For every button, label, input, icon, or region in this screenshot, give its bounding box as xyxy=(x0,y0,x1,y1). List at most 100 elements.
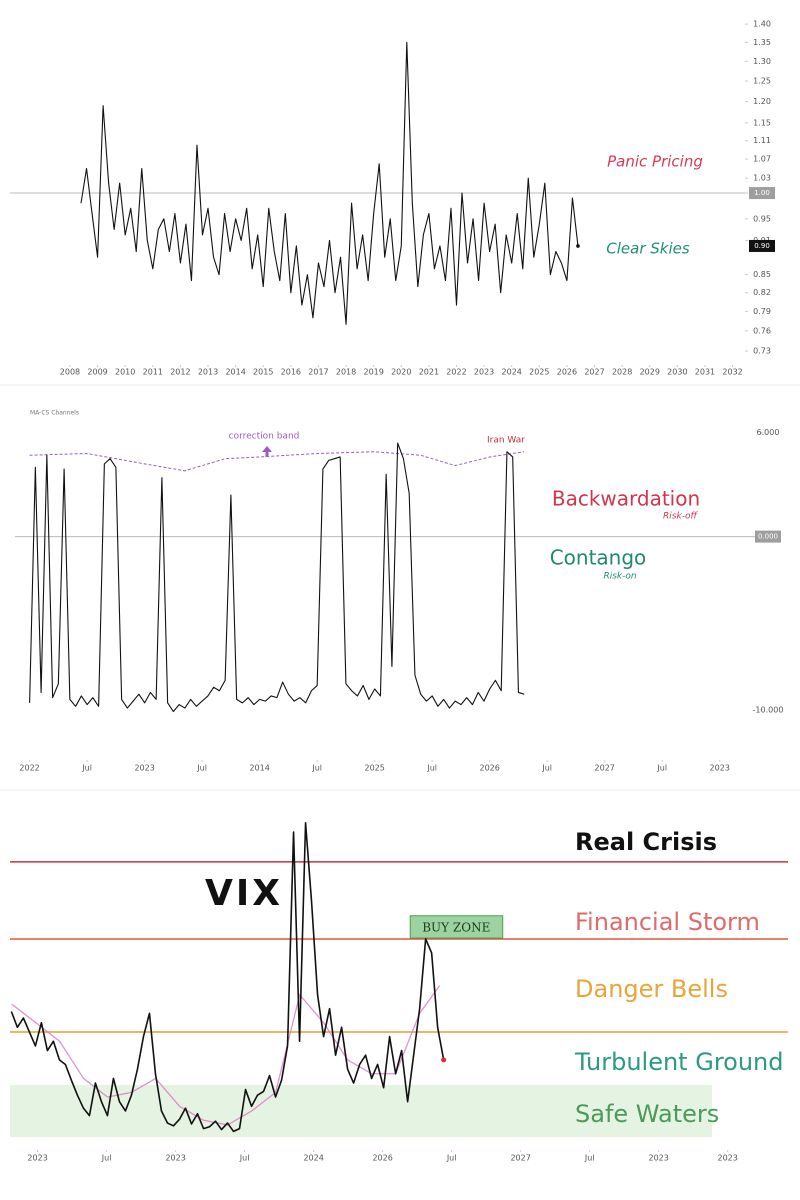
x-tick-label: 2028 xyxy=(612,368,632,377)
x-tick-label: 2023 xyxy=(27,1154,47,1163)
x-tick-label: 2022 xyxy=(446,368,466,377)
annotation: Risk-off xyxy=(663,512,698,522)
x-tick-label: 2023 xyxy=(718,1154,738,1163)
x-tick-label: 2027 xyxy=(510,1154,530,1163)
x-tick-label: Jul xyxy=(426,764,437,773)
y-tick-label: 0.76 xyxy=(753,326,771,335)
x-tick-label: 2017 xyxy=(308,368,328,377)
annotation: Iran War xyxy=(487,436,525,446)
x-tick-label: Jul xyxy=(446,1154,457,1163)
x-tick-label: 2016 xyxy=(281,368,301,377)
subtitle: MA-CS Channels xyxy=(30,410,79,417)
reference-label: 0.000 xyxy=(758,533,778,541)
annotation: Backwardation xyxy=(552,487,700,511)
x-tick-label: 2011 xyxy=(143,368,163,377)
x-tick-label: Jul xyxy=(311,764,322,773)
y-tick-label: 1.40 xyxy=(753,20,771,29)
last-value-badge xyxy=(749,239,775,252)
x-tick-label: Jul xyxy=(81,764,92,773)
buy-zone xyxy=(409,915,504,939)
moving-average xyxy=(11,985,441,1126)
correction-band xyxy=(29,451,525,472)
annotation-arrow xyxy=(262,446,272,457)
x-tick-label: 2021 xyxy=(419,368,439,377)
reference-badge xyxy=(749,187,775,200)
x-tick-label: 2027 xyxy=(584,368,604,377)
x-tick-label: Jul xyxy=(656,764,667,773)
x-tick-label: Jul xyxy=(196,764,207,773)
reference-label: 1.00 xyxy=(754,189,770,197)
x-tick-label: 2031 xyxy=(695,368,715,377)
y-tick-label: 0.95 xyxy=(753,214,771,223)
x-tick-label: 2023 xyxy=(474,368,494,377)
x-tick-label: 2008 xyxy=(60,368,80,377)
x-tick-label: 2026 xyxy=(557,368,577,377)
y-tick-label: -10.000 xyxy=(753,705,784,714)
annotation: Risk-on xyxy=(603,572,636,582)
y-tick-label: 1.35 xyxy=(753,38,771,47)
data-line xyxy=(29,442,525,713)
buy-zone-label: BUY ZONE xyxy=(422,920,490,934)
x-tick-label: Jul xyxy=(541,764,552,773)
last-point xyxy=(441,1057,447,1063)
x-tick-label: 2022 xyxy=(19,764,39,773)
y-tick-label: 0.85 xyxy=(753,270,771,279)
zone-label: Turbulent Ground xyxy=(574,1048,784,1076)
last-point xyxy=(576,244,580,248)
zone-label: Real Crisis xyxy=(575,828,717,856)
y-tick-label: 0.73 xyxy=(753,347,771,356)
x-tick-label: 2024 xyxy=(303,1154,323,1163)
x-tick-label: 2025 xyxy=(364,764,384,773)
y-tick-label: 0.79 xyxy=(753,307,771,316)
x-tick-label: 2023 xyxy=(134,764,154,773)
x-tick-label: Jul xyxy=(584,1154,595,1163)
x-tick-label: 2027 xyxy=(595,764,615,773)
x-tick-label: 2010 xyxy=(115,368,135,377)
x-tick-label: 2009 xyxy=(87,368,107,377)
x-tick-label: 2025 xyxy=(529,368,549,377)
y-tick-label: 1.07 xyxy=(753,155,771,164)
reference-badge xyxy=(755,530,781,543)
annotation: Contango xyxy=(550,546,647,570)
y-tick-label: 1.15 xyxy=(753,118,771,127)
data-line xyxy=(10,821,445,1133)
y-tick-label: 0.82 xyxy=(753,288,771,297)
x-tick-label: 2032 xyxy=(722,368,742,377)
last-value-label: 0.90 xyxy=(754,242,770,250)
y-tick-label: 1.11 xyxy=(753,136,771,145)
x-tick-label: 2024 xyxy=(502,368,522,377)
zone-label: Danger Bells xyxy=(575,975,728,1003)
x-tick-label: 2018 xyxy=(336,368,356,377)
x-tick-label: 2012 xyxy=(170,368,190,377)
annotation: Panic Pricing xyxy=(607,153,703,171)
x-tick-label: 2026 xyxy=(480,764,500,773)
data-line xyxy=(80,41,579,325)
annotation: Clear Skies xyxy=(606,240,690,258)
x-tick-label: 2023 xyxy=(710,764,730,773)
x-tick-label: 2019 xyxy=(363,368,383,377)
x-tick-label: 2023 xyxy=(648,1154,668,1163)
x-tick-label: 2015 xyxy=(253,368,273,377)
chart-title: VIX xyxy=(205,873,283,914)
y-tick-label: 1.20 xyxy=(753,97,771,106)
zone-label: Safe Waters xyxy=(575,1100,719,1128)
y-tick-label: 6.000 xyxy=(757,428,780,437)
x-tick-label: 2023 xyxy=(165,1154,185,1163)
x-tick-label: 2029 xyxy=(640,368,660,377)
y-tick-label: 1.03 xyxy=(753,174,771,183)
x-tick-label: Jul xyxy=(101,1154,112,1163)
y-tick-label: 1.25 xyxy=(753,77,771,86)
x-tick-label: 2026 xyxy=(372,1154,392,1163)
x-tick-label: 2030 xyxy=(667,368,687,377)
x-tick-label: 2014 xyxy=(225,368,245,377)
x-tick-label: Jul xyxy=(239,1154,250,1163)
y-tick-label: 1.30 xyxy=(753,57,771,66)
x-tick-label: 2020 xyxy=(391,368,411,377)
x-tick-label: 2014 xyxy=(249,764,269,773)
correction-band-label: correction band xyxy=(229,432,300,442)
zone-label: Financial Storm xyxy=(575,908,760,936)
x-tick-label: 2013 xyxy=(198,368,218,377)
